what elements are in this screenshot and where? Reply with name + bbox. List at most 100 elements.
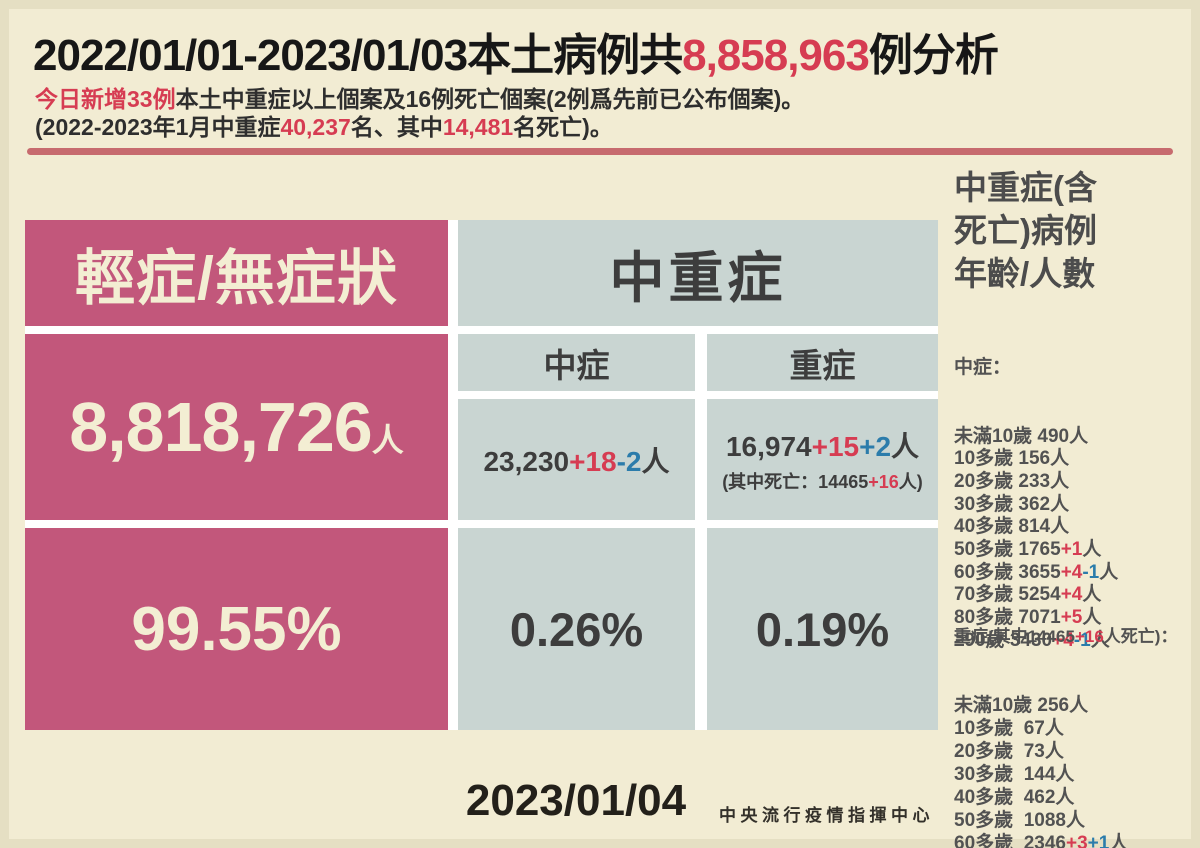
text-segment: 本土中重症以上個案及16例死亡個案(2例爲先前已公布個案)。 <box>175 86 805 112</box>
stats-table: 輕症/無症狀 8,818,726人 99.55% 中重症 中症 重症 23,23… <box>25 220 938 730</box>
moderate-age-list: 中症： 未滿10歲 490人 10多歲 156人 20多歲 233人 30多歲 362… <box>954 312 1198 698</box>
text-segment: 30多歲 144人 <box>954 764 1075 785</box>
age-row: 80多歲 7071+5人 <box>954 607 1198 630</box>
severe-header-label: 重症 <box>789 346 856 384</box>
text-segment: 未滿10歲 256人 <box>954 695 1089 716</box>
age-row: 10多歲 67人 <box>954 717 1198 740</box>
mild-count-line: 8,818,726人 <box>69 387 403 467</box>
text-segment: 人 <box>1082 539 1102 561</box>
severe-count-value: 16,974+15+2人 <box>726 425 919 465</box>
moderate-percent-cell: 0.26% <box>458 528 695 730</box>
text-segment: 30多歲 362人 <box>954 493 1070 515</box>
moderate-count-cell: 23,230+18-2人 <box>458 399 695 520</box>
text-segment: 50多歲 1765 <box>954 539 1061 561</box>
text-segment: 人 <box>1082 584 1102 606</box>
severe-percent-cell: 0.19% <box>707 528 938 730</box>
text-segment: +4 <box>1060 584 1083 606</box>
text-segment: 未滿10歲 490人 <box>954 425 1089 447</box>
text-segment: -1 <box>1082 561 1100 583</box>
age-row: 20多歲 73人 <box>954 740 1198 763</box>
severe-age-list: 重症(其中14465+16人死亡)： 未滿10歲 256人 10多歲 67人 20多… <box>954 579 1198 848</box>
sidebar-title-line-2: 死亡)病例 <box>954 212 1097 249</box>
age-row: 70多歲 5254+4人 <box>954 584 1198 607</box>
severe-percent-value: 0.19% <box>755 602 890 656</box>
text-segment: 20多歲 73人 <box>954 741 1064 762</box>
moderate-age-list-title: 中症： <box>954 357 1198 380</box>
severe-header-cell: 重症 <box>707 334 938 391</box>
text-segment: +15 <box>811 431 860 462</box>
text-segment: 中症： <box>954 357 1012 379</box>
age-row: 20多歲 233人 <box>954 471 1198 494</box>
text-segment: 50多歲 1088人 <box>954 810 1085 831</box>
text-segment: -2 <box>616 445 642 477</box>
age-row: 40多歲 814人 <box>954 516 1198 539</box>
text-segment: -1 <box>1073 629 1091 651</box>
text-segment: 10多歲 67人 <box>954 718 1064 739</box>
text-segment: 14,481 <box>442 114 514 140</box>
subtitle-line-2: (2022-2023年1月中重症40,237名、其中14,481名死亡)。 <box>35 113 804 141</box>
sidebar-title-line-3: 年齡/人數 <box>954 255 1096 292</box>
severe-death-note: (其中死亡：14465+16人) <box>722 468 923 494</box>
text-segment: 人 <box>641 445 670 477</box>
text-segment: +1 <box>1060 539 1083 561</box>
text-segment: 人) <box>898 472 923 492</box>
text-segment: +5 <box>1060 607 1083 629</box>
text-segment: 60多歲 3655 <box>954 561 1061 583</box>
red-divider-line <box>27 148 1173 155</box>
text-segment: 8,858,963 <box>682 31 870 80</box>
page-subtitle: 今日新增33例本土中重症以上個案及16例死亡個案(2例爲先前已公布個案)。 (2… <box>35 85 804 141</box>
text-segment: 今日新增33例 <box>35 86 176 112</box>
text-segment: +1 <box>1087 833 1110 848</box>
text-segment: 人死亡)： <box>1103 627 1178 646</box>
source-organization: 中央流行疫情指揮中心 <box>719 806 934 825</box>
mild-count-value: 8,818,726 <box>69 388 372 466</box>
mild-header-label: 輕症/無症狀 <box>75 244 398 312</box>
text-segment: 16,974 <box>725 431 812 462</box>
text-segment: +16 <box>1074 627 1104 646</box>
text-segment: 60多歲 2346 <box>954 833 1066 848</box>
text-segment: +18 <box>569 445 617 477</box>
text-segment: 2022/01/01-2023/01/03本土病例共 <box>33 31 683 80</box>
text-segment: 名死亡)。 <box>513 114 613 140</box>
text-segment: 40多歲 462人 <box>954 787 1075 808</box>
text-segment: 40多歲 814人 <box>954 516 1070 538</box>
moderate-severe-header-cell: 中重症 <box>458 220 938 326</box>
text-segment: 70多歲 5254 <box>954 584 1061 606</box>
text-segment: 20多歲 233人 <box>954 470 1070 492</box>
age-row: 60多歲 2346+3+1人 <box>954 832 1198 848</box>
mild-count-unit: 人 <box>371 422 404 458</box>
text-segment: 重症(其中14465 <box>954 627 1075 646</box>
age-row: 40多歲 462人 <box>954 786 1198 809</box>
text-segment: (2022-2023年1月中重症 <box>35 114 281 140</box>
severe-age-list-title: 重症(其中14465+16人死亡)： <box>954 625 1198 648</box>
text-segment: 人 <box>1109 833 1129 848</box>
text-segment: 名、其中 <box>350 114 443 140</box>
mild-percent-cell: 99.55% <box>25 528 448 730</box>
age-row: 50多歲 1765+1人 <box>954 539 1198 562</box>
age-row: 未滿10歲 490人 <box>954 426 1198 449</box>
text-segment: 10多歲 156人 <box>954 448 1070 470</box>
text-segment: ≥90歲 3430 <box>954 629 1053 651</box>
text-segment: +16 <box>868 472 899 492</box>
moderate-count-value: 23,230+18-2人 <box>483 440 669 480</box>
text-segment: +2 <box>859 431 892 462</box>
text-segment: 例分析 <box>868 31 999 80</box>
severe-count-cell: 16,974+15+2人 (其中死亡：14465+16人) <box>707 399 938 520</box>
age-row: 10多歲 156人 <box>954 448 1198 471</box>
text-segment: 23,230 <box>483 445 570 477</box>
mild-count-cell: 8,818,726人 <box>25 334 448 520</box>
text-segment: (其中死亡：14465 <box>722 472 869 492</box>
moderate-header-label: 中症 <box>543 346 610 384</box>
moderate-header-cell: 中症 <box>458 334 695 391</box>
age-row: 60多歲 3655+4-1人 <box>954 562 1198 585</box>
moderate-age-list-rows: 未滿10歲 490人 10多歲 156人 20多歲 233人 30多歲 362人 40多… <box>954 426 1198 653</box>
mild-header-cell: 輕症/無症狀 <box>25 220 448 326</box>
text-segment: 人 <box>1099 561 1119 583</box>
age-row: ≥90歲 3430+4-1人 <box>954 630 1198 653</box>
moderate-severe-header-label: 中重症 <box>609 247 787 309</box>
subtitle-line-1: 今日新增33例本土中重症以上個案及16例死亡個案(2例爲先前已公布個案)。 <box>35 85 804 113</box>
text-segment: 80多歲 7071 <box>954 607 1061 629</box>
text-segment: +3 <box>1065 833 1088 848</box>
mild-percent-value: 99.55% <box>131 594 342 664</box>
